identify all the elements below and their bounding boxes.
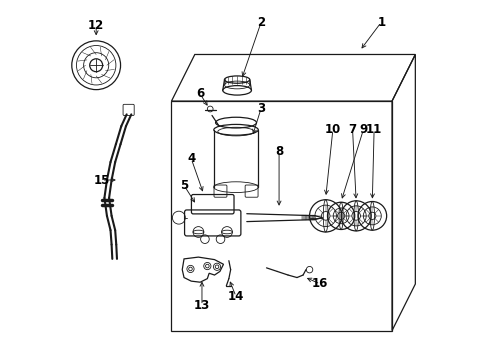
Text: 8: 8 xyxy=(275,145,283,158)
Text: 11: 11 xyxy=(366,123,382,136)
Text: 1: 1 xyxy=(377,16,385,29)
Text: 13: 13 xyxy=(194,299,210,312)
Text: 16: 16 xyxy=(312,278,328,291)
Text: 2: 2 xyxy=(257,16,265,29)
Text: 10: 10 xyxy=(325,123,341,136)
Text: 3: 3 xyxy=(257,102,265,115)
Text: 15: 15 xyxy=(94,174,110,186)
Text: 7: 7 xyxy=(348,123,357,136)
Text: 9: 9 xyxy=(359,123,368,136)
Text: 5: 5 xyxy=(180,179,188,192)
Text: 6: 6 xyxy=(196,87,204,100)
Text: 14: 14 xyxy=(228,290,244,303)
Text: 12: 12 xyxy=(88,19,104,32)
Text: 4: 4 xyxy=(187,152,196,165)
